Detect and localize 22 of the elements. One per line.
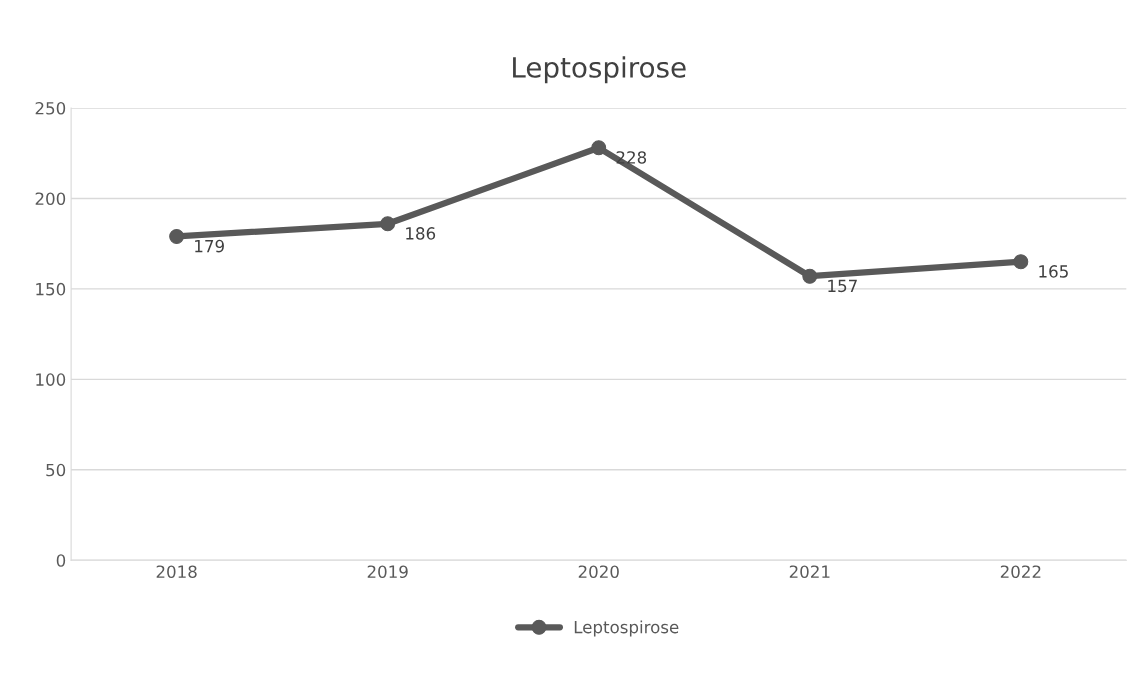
y-tick-label: 0 [56,554,66,567]
y-tick-label: 100 [36,373,66,386]
y-tick-label: 250 [35,101,66,115]
y-tick-label: 200 [35,192,66,206]
point [591,140,607,156]
x-tick-label: 2018 [156,565,197,579]
x-tick-label: 2020 [578,565,619,579]
data-label: 165 [1039,265,1068,278]
x-tick-label: 2019 [367,565,408,579]
y-tick-label: 150 [36,282,66,296]
chart-title: Leptospirose [513,56,686,84]
legend-label: Leptospirose [574,620,679,637]
data-label: 186 [406,227,436,240]
point [380,216,396,232]
y-tick-label: 50 [46,463,66,477]
x-tick-label: 2021 [789,565,830,579]
data-label: 157 [828,279,857,293]
data-label: 179 [195,239,224,253]
point [802,268,818,284]
point [1013,254,1029,270]
point [169,228,185,244]
x-tick-label: 2022 [1000,565,1041,579]
